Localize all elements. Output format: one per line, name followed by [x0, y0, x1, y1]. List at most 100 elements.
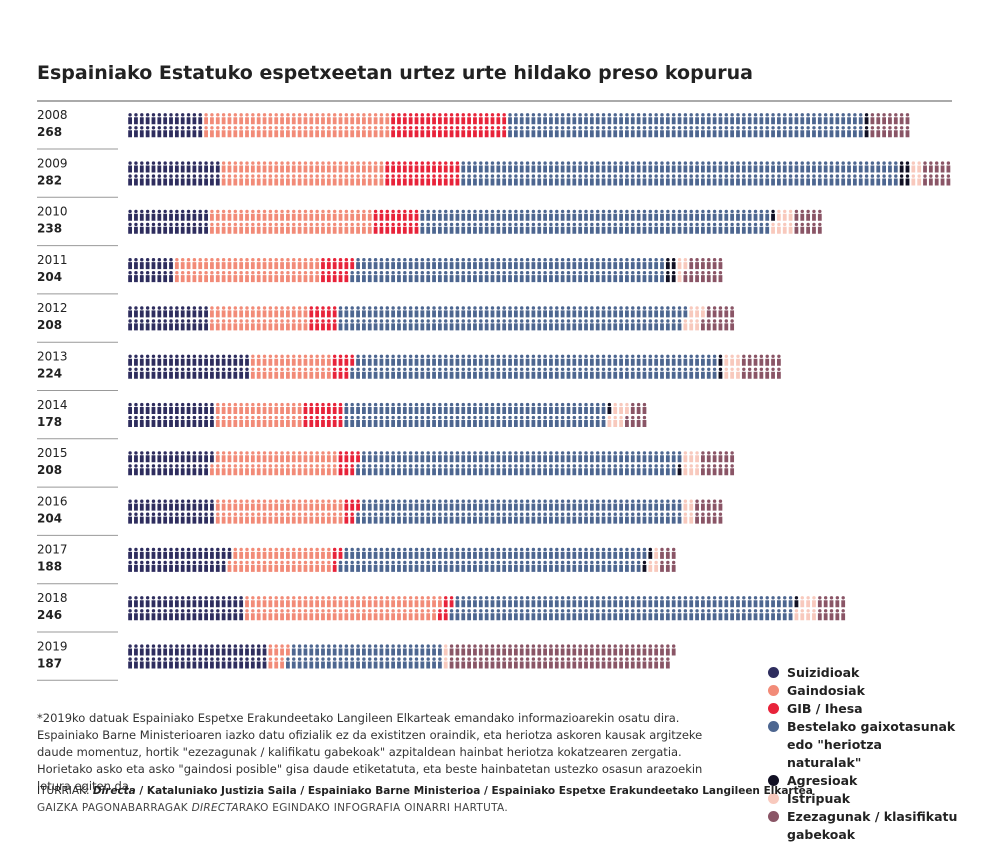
person-icons: [204, 113, 390, 138]
person-icons: [128, 113, 203, 138]
year-label: 2018: [37, 591, 68, 605]
year-label: 2016: [37, 494, 68, 508]
person-icons: [303, 402, 343, 427]
total-label: 238: [37, 222, 62, 236]
legend-swatch: [768, 685, 779, 696]
person-icons: [508, 113, 863, 138]
total-label: 178: [37, 415, 62, 429]
person-icons: [309, 306, 337, 331]
person-icons: [128, 257, 173, 283]
person-icons: [286, 644, 442, 669]
year-label: 2013: [37, 350, 68, 364]
legend-label: Ezezagunak / klasifikatu gabekoak: [787, 809, 958, 842]
person-icons: [771, 209, 793, 234]
person-icons: [607, 402, 612, 414]
total-label: 208: [37, 318, 62, 332]
legend-swatch: [768, 703, 779, 714]
legend-item: Istripuak: [768, 790, 958, 808]
person-icons: [461, 161, 898, 186]
person-icons: [210, 209, 372, 234]
person-icons: [683, 306, 705, 331]
total-label: 204: [37, 511, 62, 525]
total-label: 208: [37, 463, 62, 477]
person-icons: [338, 306, 688, 331]
person-icons: [449, 644, 676, 669]
person-icons: [215, 402, 302, 427]
source-directa: Directa: [92, 785, 136, 797]
legend-label: Agresioak: [787, 773, 858, 788]
person-icons: [332, 547, 343, 572]
person-icons: [695, 499, 723, 524]
person-icons: [870, 113, 910, 138]
legend-item: Agresioak: [768, 772, 958, 790]
year-label: 2019: [37, 639, 68, 653]
person-icons: [718, 354, 723, 379]
legend-item: Gaindosiak: [768, 682, 958, 700]
credit-text: RAKO EGINDAKO INFOGRAFIA OINARRI HARTUTA…: [238, 802, 508, 814]
sources-list: / Kataluniako Justizia Saila / Espainiak…: [135, 785, 813, 797]
person-icons: [794, 596, 816, 621]
person-icons: [250, 354, 331, 379]
person-icons: [128, 354, 249, 379]
legend-label: Suizidioak: [787, 665, 860, 680]
person-icons: [701, 451, 735, 476]
person-icons: [625, 402, 647, 427]
total-label: 224: [37, 367, 62, 381]
total-label: 187: [37, 656, 62, 670]
person-icons: [128, 209, 208, 234]
legend-swatch: [768, 667, 779, 678]
credit: GAIZKA PAGONABARRAGAK DIRECTARAKO EGINDA…: [37, 802, 508, 814]
person-icons: [268, 644, 290, 669]
person-icons: [899, 161, 910, 186]
person-icons: [350, 354, 717, 379]
footnote: *2019ko datuak Espainiako Espetxe Erakun…: [37, 711, 703, 793]
person-icons: [701, 306, 735, 331]
person-icons: [373, 209, 419, 234]
total-label: 204: [37, 270, 62, 284]
person-icons: [794, 596, 799, 608]
person-icons: [683, 258, 723, 283]
legend-label: GIB / Ihesa: [787, 701, 863, 716]
legend-label: Bestelako gaixotasunak edo "heriotza nat…: [787, 719, 956, 770]
person-icons: [724, 354, 740, 379]
person-icons: [227, 547, 331, 572]
person-icons: [128, 547, 232, 572]
total-label: 188: [37, 560, 62, 574]
person-icons: [607, 402, 629, 427]
total-label: 246: [37, 608, 62, 622]
legend-swatch: [768, 811, 779, 822]
person-icons: [385, 161, 460, 186]
legend: Suizidioak Gaindosiak GIB / Ihesa Bestelako…: [768, 664, 958, 844]
person-icons: [771, 209, 775, 221]
total-label: 282: [37, 173, 62, 187]
person-icons: [128, 499, 214, 524]
chart-title: Espainiako Estatuko espetxeetan urtez ur…: [37, 62, 753, 84]
person-icons: [210, 451, 337, 476]
person-icons: [350, 257, 664, 283]
person-icons: [443, 644, 448, 669]
year-label: 2014: [37, 398, 68, 412]
person-icons: [221, 161, 384, 186]
person-icons: [128, 161, 220, 186]
credit-directa: DIRECTA: [191, 802, 239, 814]
person-icons: [128, 644, 267, 669]
legend-swatch: [768, 793, 779, 804]
person-icons: [648, 547, 659, 572]
person-icons: [665, 258, 676, 283]
person-icons: [437, 596, 454, 621]
person-icons: [420, 209, 770, 234]
legend-item: Ezezagunak / klasifikatu gabekoak: [768, 808, 958, 844]
person-icons: [321, 257, 355, 283]
person-icons: [174, 257, 320, 283]
person-icons: [128, 451, 214, 476]
year-label: 2008: [37, 108, 68, 122]
person-icons: [128, 596, 244, 621]
person-icons: [449, 596, 793, 621]
legend-item: Bestelako gaixotasunak edo "heriotza nat…: [768, 718, 958, 772]
person-icons: [344, 499, 360, 524]
year-label: 2012: [37, 301, 68, 315]
sources: ITURRIAK: Directa / Kataluniako Justizia…: [37, 785, 813, 797]
legend-label: Gaindosiak: [787, 683, 865, 698]
legend-item: Suizidioak: [768, 664, 958, 682]
